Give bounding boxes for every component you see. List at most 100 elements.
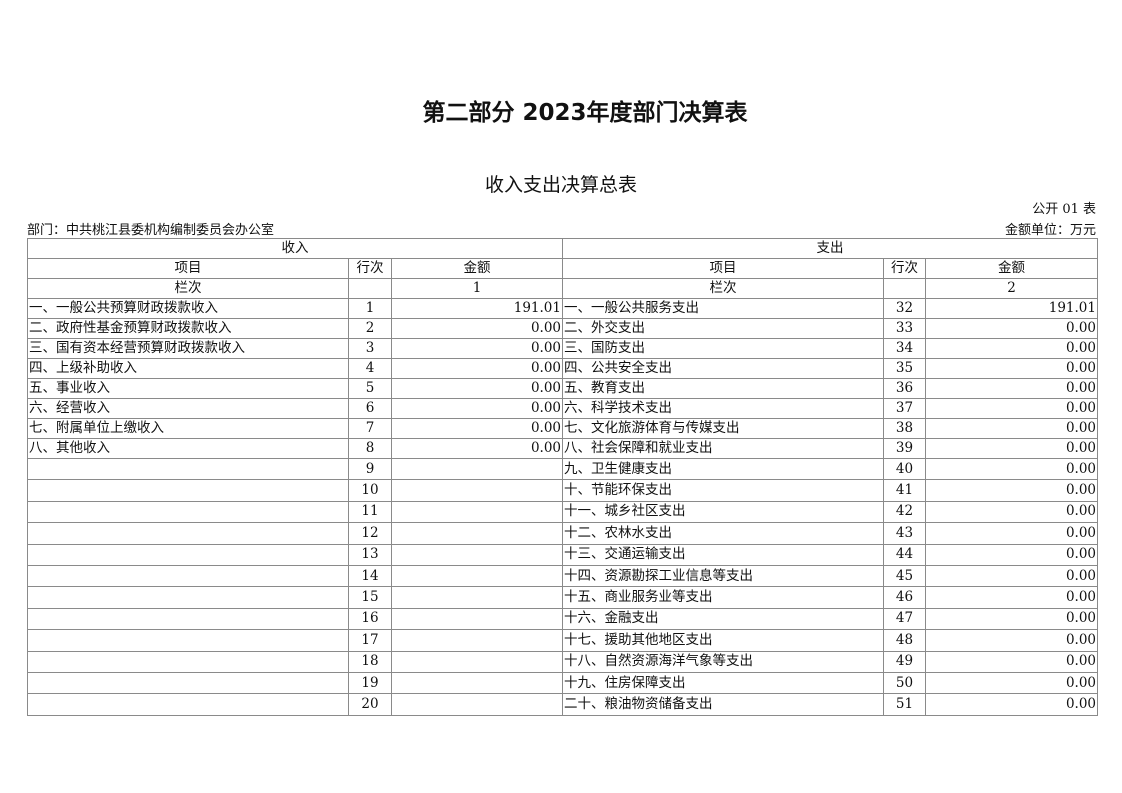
cell-in-line: 11: [348, 500, 392, 524]
cell-in-item: [27, 607, 349, 631]
income-header: 收入: [27, 238, 563, 259]
cell-ex-amount: 0.00: [925, 378, 1098, 399]
cell-in-line: 9: [348, 457, 392, 481]
unit-label: 金额单位：万元: [1004, 223, 1096, 238]
cell-in-line: 5: [348, 378, 392, 399]
cell-ex-item: 十四、资源勘探工业信息等支出: [562, 564, 884, 588]
cell-in-amount: [391, 457, 563, 481]
table-row: 20 二十、粮油物资储备支出 51 0.00: [27, 693, 1098, 716]
table-row: 一、一般公共预算财政拨款收入 1 191.01 一、一般公共服务支出 32 191.01: [27, 298, 1098, 319]
cell-in-item: 二、政府性基金预算财政拨款收入: [27, 318, 349, 339]
cell-ex-line: 45: [883, 564, 926, 588]
cell-ex-item: 六、科学技术支出: [562, 398, 884, 419]
cell-ex-item: 七、文化旅游体育与传媒支出: [562, 418, 884, 439]
cell-in-item: 四、上级补助收入: [27, 358, 349, 379]
cell-in-amount: [391, 693, 563, 716]
cell-ex-item: 二十、粮油物资储备支出: [562, 693, 884, 716]
cell-ex-amount: 0.00: [925, 358, 1098, 379]
expense-col-number: 2: [925, 278, 1098, 299]
cell-in-item: 八、其他收入: [27, 438, 349, 459]
cell-in-amount: [391, 564, 563, 588]
cell-ex-amount: 0.00: [925, 607, 1098, 631]
cell-ex-item: 一、一般公共服务支出: [562, 298, 884, 319]
cell-ex-item: 十、节能环保支出: [562, 479, 884, 502]
cell-ex-item: 十六、金融支出: [562, 607, 884, 631]
income-expense-table: 收入 支出 项目 行次 金额 项目 行次 金额 栏次 1 栏次 2 一、一般公共…: [27, 238, 1098, 716]
cell-in-amount: 0.00: [391, 378, 563, 399]
table-row: 17 十七、援助其他地区支出 48 0.00: [27, 629, 1098, 652]
cell-ex-line: 37: [883, 398, 926, 419]
cell-ex-amount: 0.00: [925, 338, 1098, 359]
table-row: 四、上级补助收入 4 0.00 四、公共安全支出 35 0.00: [27, 358, 1098, 379]
cell-in-item: [27, 500, 349, 524]
cell-in-amount: [391, 586, 563, 609]
cell-ex-amount: 0.00: [925, 693, 1098, 716]
cell-ex-amount: 0.00: [925, 398, 1098, 419]
cell-in-item: [27, 650, 349, 673]
cell-ex-line: 46: [883, 586, 926, 609]
cell-in-line: 18: [348, 650, 392, 673]
table-row: 18 十八、自然资源海洋气象等支出 49 0.00: [27, 650, 1098, 673]
cell-in-line: 7: [348, 418, 392, 439]
cell-in-item: [27, 693, 349, 716]
cell-in-line: 13: [348, 543, 392, 566]
cell-in-line: 4: [348, 358, 392, 379]
col-item: 项目: [27, 258, 349, 279]
table-row: 19 十九、住房保障支出 50 0.00: [27, 671, 1098, 695]
cell-ex-line: 32: [883, 298, 926, 319]
cell-in-amount: 0.00: [391, 398, 563, 419]
cell-ex-line: 33: [883, 318, 926, 339]
cell-in-line: 14: [348, 564, 392, 588]
cell-in-amount: 0.00: [391, 318, 563, 339]
cell-in-item: 三、国有资本经营预算财政拨款收入: [27, 338, 349, 359]
cell-in-item: [27, 586, 349, 609]
cell-in-amount: 191.01: [391, 298, 563, 319]
table-row: 15 十五、商业服务业等支出 46 0.00: [27, 586, 1098, 609]
cell-ex-item: 十九、住房保障支出: [562, 671, 884, 695]
cell-in-line: 6: [348, 398, 392, 419]
cell-ex-item: 三、国防支出: [562, 338, 884, 359]
column-number-row: 栏次 1 栏次 2: [27, 278, 1098, 299]
cell-ex-line: 49: [883, 650, 926, 673]
cell-ex-amount: 0.00: [925, 479, 1098, 502]
cell-ex-line: 51: [883, 693, 926, 716]
cell-ex-amount: 0.00: [925, 543, 1098, 566]
empty-cell: [883, 278, 926, 299]
table-row: 11 十一、城乡社区支出 42 0.00: [27, 500, 1098, 524]
cell-in-line: 8: [348, 438, 392, 459]
col-amount: 金额: [925, 258, 1098, 279]
table-code: 公开 01 表: [1032, 202, 1096, 217]
cell-ex-amount: 0.00: [925, 318, 1098, 339]
cell-ex-item: 十三、交通运输支出: [562, 543, 884, 566]
cell-in-item: [27, 671, 349, 695]
table-row: 七、附属单位上缴收入 7 0.00 七、文化旅游体育与传媒支出 38 0.00: [27, 418, 1098, 439]
cell-in-item: 五、事业收入: [27, 378, 349, 399]
cell-in-item: [27, 457, 349, 481]
cell-ex-item: 五、教育支出: [562, 378, 884, 399]
col-line: 行次: [883, 258, 926, 279]
cell-in-line: 20: [348, 693, 392, 716]
cell-ex-item: 九、卫生健康支出: [562, 457, 884, 481]
cell-in-item: [27, 564, 349, 588]
table-row: 五、事业收入 5 0.00 五、教育支出 36 0.00: [27, 378, 1098, 399]
cell-ex-line: 35: [883, 358, 926, 379]
section-header-row: 收入 支出: [27, 238, 1098, 259]
cell-in-amount: [391, 650, 563, 673]
table-row: 16 十六、金融支出 47 0.00: [27, 607, 1098, 631]
cell-in-line: 1: [348, 298, 392, 319]
cell-in-amount: 0.00: [391, 338, 563, 359]
col-amount: 金额: [391, 258, 563, 279]
cell-ex-line: 42: [883, 500, 926, 524]
cell-ex-amount: 0.00: [925, 650, 1098, 673]
cell-ex-line: 39: [883, 438, 926, 459]
cell-in-amount: [391, 671, 563, 695]
cell-ex-amount: 0.00: [925, 671, 1098, 695]
cell-in-item: 一、一般公共预算财政拨款收入: [27, 298, 349, 319]
table-row: 13 十三、交通运输支出 44 0.00: [27, 543, 1098, 566]
cell-ex-item: 十一、城乡社区支出: [562, 500, 884, 524]
cell-ex-line: 36: [883, 378, 926, 399]
page-title: 第二部分 2023年度部门决算表: [422, 100, 748, 126]
column-header-row: 项目 行次 金额 项目 行次 金额: [27, 258, 1098, 279]
cell-in-amount: 0.00: [391, 418, 563, 439]
cell-ex-amount: 0.00: [925, 564, 1098, 588]
